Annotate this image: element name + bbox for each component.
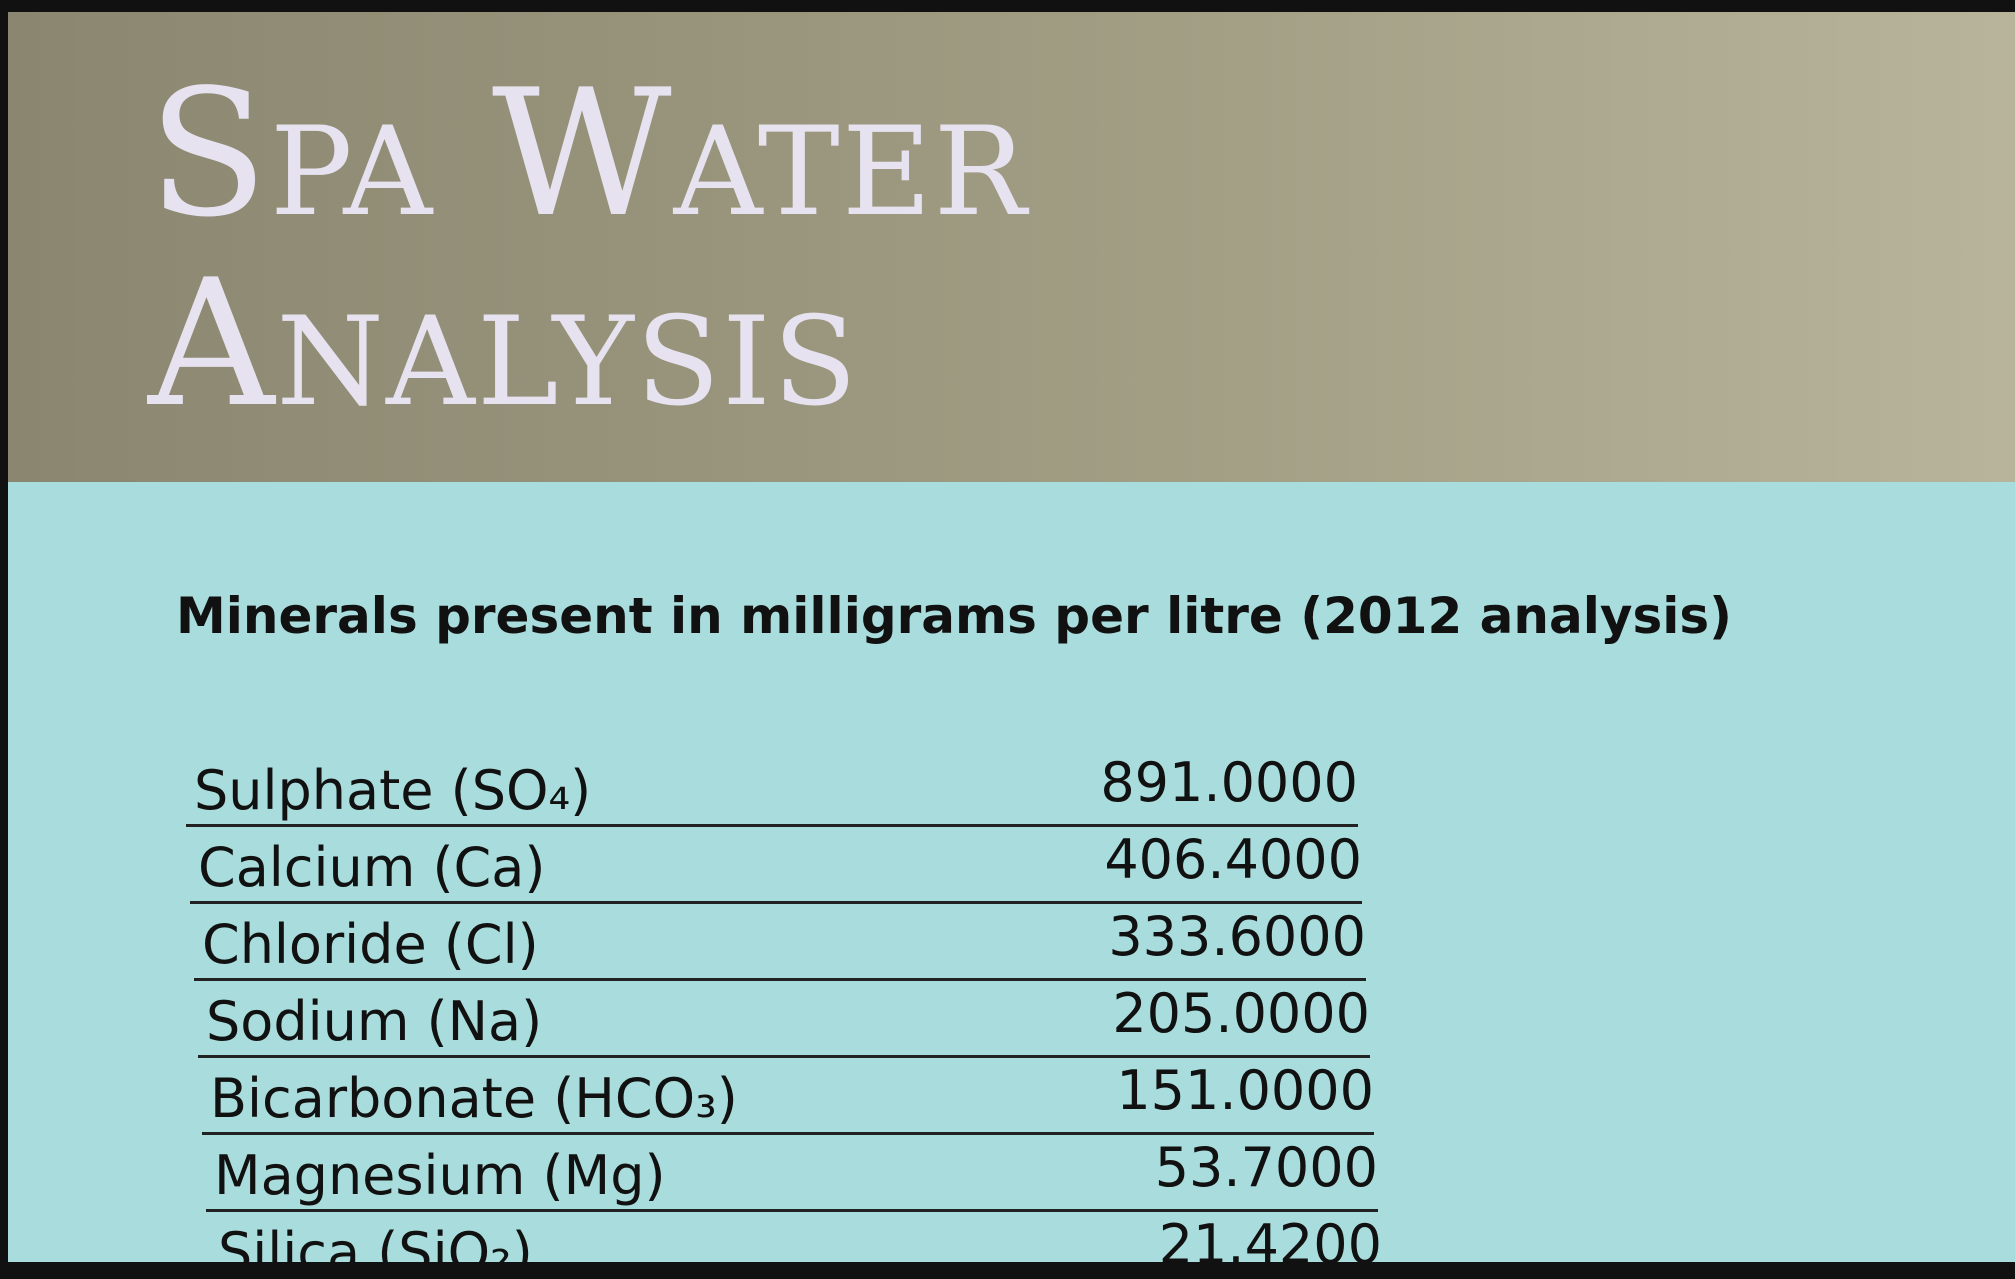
header-band: Spa Water Analysis xyxy=(8,12,2015,482)
title-line: Analysis xyxy=(148,243,859,446)
mineral-name: Silica (SiO₂) xyxy=(218,1221,533,1262)
table-row: Bicarbonate (HCO₃) 151.0000 xyxy=(202,1055,1374,1135)
mineral-name: Magnesium (Mg) xyxy=(214,1144,666,1207)
table-row: Chloride (Cl) 333.6000 xyxy=(194,901,1366,981)
mineral-value: 53.7000 xyxy=(1154,1136,1378,1199)
title-line: Spa Water xyxy=(148,53,1029,256)
mineral-name: Chloride (Cl) xyxy=(202,913,539,976)
mineral-value: 333.6000 xyxy=(1108,905,1366,968)
mineral-name: Sulphate (SO₄) xyxy=(194,759,592,822)
mineral-name: Bicarbonate (HCO₃) xyxy=(210,1067,738,1130)
mineral-value: 205.0000 xyxy=(1112,982,1370,1045)
table-row: Silica (SiO₂) 21.4200 xyxy=(210,1209,1382,1262)
sign: Spa Water Analysis Minerals present in m… xyxy=(8,12,2015,1262)
subtitle: Minerals present in milligrams per litre… xyxy=(176,587,1732,645)
mineral-name: Sodium (Na) xyxy=(206,990,543,1053)
table-row: Sulphate (SO₄) 891.0000 xyxy=(186,747,1358,827)
table-row: Sodium (Na) 205.0000 xyxy=(198,978,1370,1058)
mineral-value: 151.0000 xyxy=(1116,1059,1374,1122)
mineral-name: Calcium (Ca) xyxy=(198,836,546,899)
mineral-value: 21.4200 xyxy=(1158,1213,1382,1262)
mineral-value: 891.0000 xyxy=(1100,751,1358,814)
mineral-value: 406.4000 xyxy=(1104,828,1362,891)
table-row: Calcium (Ca) 406.4000 xyxy=(190,824,1362,904)
table-row: Magnesium (Mg) 53.7000 xyxy=(206,1132,1378,1212)
